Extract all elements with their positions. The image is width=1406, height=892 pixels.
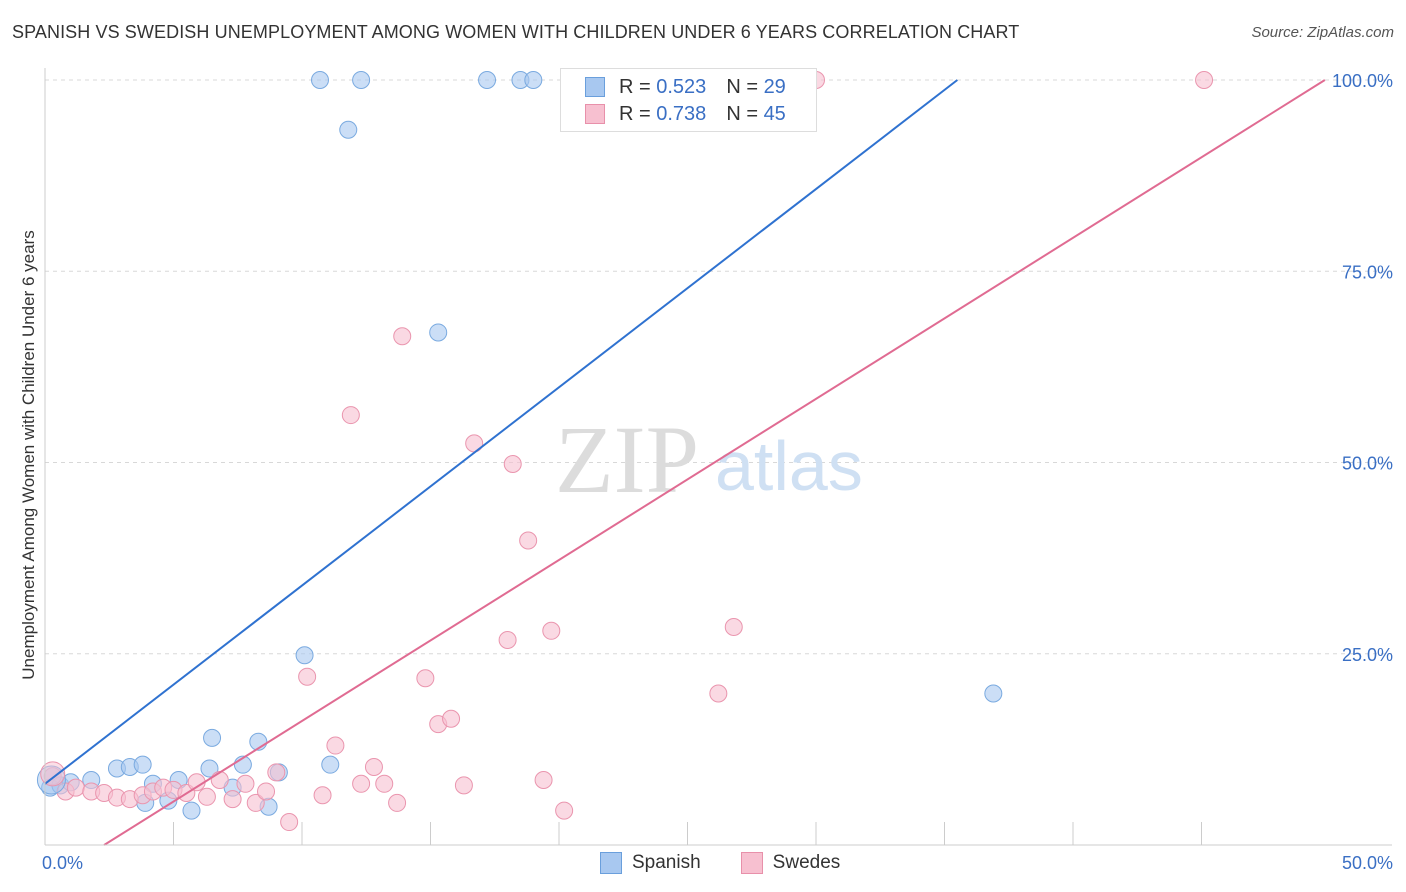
watermark-atlas: atlas — [715, 427, 863, 505]
y-tick-label: 75.0% — [1342, 262, 1393, 282]
swedes-point — [498, 630, 517, 649]
spanish-point — [339, 120, 358, 139]
swedes-point — [341, 406, 360, 425]
legend-item-swedes: Swedes — [740, 852, 841, 874]
stats-row-swedes: R = 0.738 N = 45 — [585, 102, 786, 126]
swedes-point — [416, 669, 435, 688]
legend-swedes-label: Swedes — [772, 852, 841, 873]
y-tick-label: 100.0% — [1332, 71, 1393, 91]
watermark-zip: ZIP — [555, 406, 699, 513]
spanish-point — [200, 759, 219, 778]
y-axis-label: Unemployment Among Women with Children U… — [19, 230, 38, 679]
swedes-point — [534, 770, 553, 789]
chart-title: SPANISH VS SWEDISH UNEMPLOYMENT AMONG WO… — [12, 22, 1020, 42]
spanish-point — [310, 71, 329, 89]
legend-spanish-label: Spanish — [632, 852, 701, 873]
swedes-point — [724, 617, 743, 636]
legend-swedes-swatch — [740, 852, 763, 874]
spanish-point — [352, 71, 371, 89]
spanish-point — [478, 71, 497, 89]
swedes-point — [236, 774, 255, 793]
spanish-point — [203, 728, 222, 747]
swedes-point — [364, 757, 383, 776]
swedes-trend-line — [103, 79, 1326, 846]
swedes-point — [375, 774, 394, 793]
swedes-point — [210, 770, 229, 789]
spanish-point — [182, 801, 201, 820]
spanish-swatch — [585, 77, 605, 97]
stats-legend: R = 0.523 N = 29 R = 0.738 N = 45 — [560, 68, 817, 132]
swedes-point — [313, 786, 332, 805]
spanish-point — [524, 71, 543, 89]
swedes-cluster-point — [40, 761, 66, 787]
spanish-point — [133, 755, 152, 774]
swedes-point — [388, 793, 407, 812]
swedes-point — [542, 621, 561, 640]
swedes-r-label: R = — [619, 102, 651, 125]
swedes-point — [197, 787, 216, 806]
spanish-point — [984, 684, 1003, 703]
spanish-r-value: 0.523 — [656, 75, 707, 98]
spanish-n-value: 29 — [763, 75, 786, 98]
stats-row-spanish: R = 0.523 N = 29 — [585, 75, 786, 99]
x-tick-label-max: 50.0% — [1342, 853, 1393, 873]
bottom-legend: Spanish Swedes — [600, 852, 880, 874]
swedes-point — [246, 793, 265, 812]
swedes-point — [442, 709, 461, 728]
swedes-point — [503, 455, 522, 474]
spanish-point — [429, 323, 448, 342]
swedes-point — [257, 782, 276, 801]
grid-layer — [45, 79, 1392, 655]
swedes-n-value: 45 — [763, 102, 786, 125]
x-tick-label-min: 0.0% — [42, 853, 83, 873]
swedes-point — [393, 327, 412, 346]
trend-layer — [44, 79, 1326, 846]
spanish-r-label: R = — [619, 75, 651, 98]
swedes-point — [519, 531, 538, 550]
swedes-point — [352, 774, 371, 793]
axis-layer: 25.0% 50.0% 75.0% 100.0% 0.0% 50.0% — [42, 68, 1393, 873]
points-layer — [36, 71, 1214, 832]
swedes-point — [709, 684, 728, 703]
spanish-trend-line — [44, 79, 958, 785]
y-tick-label: 50.0% — [1342, 454, 1393, 474]
swedes-point — [454, 776, 473, 795]
swedes-point — [223, 790, 242, 809]
spanish-point — [295, 646, 314, 665]
spanish-n-label: N = — [726, 75, 758, 98]
y-tick-label: 25.0% — [1342, 645, 1393, 665]
swedes-point — [555, 801, 574, 820]
swedes-swatch — [585, 104, 605, 124]
legend-item-spanish: Spanish — [600, 852, 701, 874]
swedes-point — [326, 736, 345, 755]
legend-spanish-swatch — [600, 852, 622, 874]
swedes-point — [280, 813, 299, 832]
chart-source: Source: ZipAtlas.com — [1251, 24, 1394, 41]
swedes-point — [298, 667, 317, 686]
swedes-n-label: N = — [726, 102, 758, 125]
swedes-point — [66, 778, 85, 797]
swedes-point — [1195, 71, 1214, 89]
swedes-r-value: 0.738 — [656, 102, 707, 125]
swedes-point — [267, 763, 286, 782]
spanish-point — [321, 755, 340, 774]
